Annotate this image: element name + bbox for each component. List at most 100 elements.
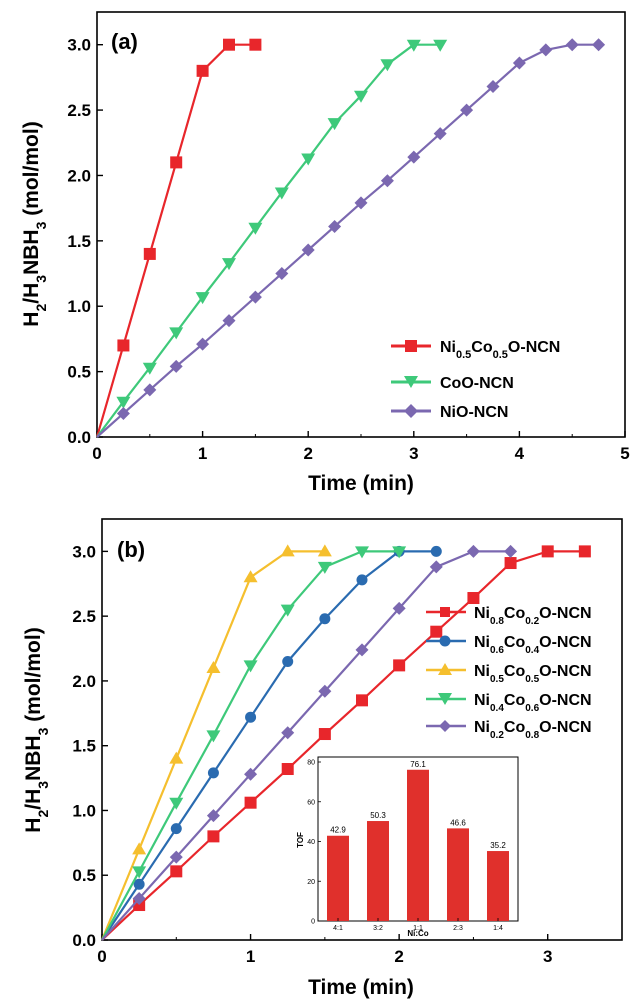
inset-bar — [327, 835, 349, 921]
panel-a-data-point — [301, 153, 316, 166]
panel-b-data-point — [245, 711, 257, 723]
panel-b-ytick-label: 1.5 — [72, 737, 96, 756]
panel-a-series-line — [96, 43, 441, 438]
panel-b-data-point — [319, 613, 331, 625]
panel-b-data-point — [504, 557, 517, 570]
panel-a-data-point — [592, 38, 606, 52]
panel-a-data-point — [169, 359, 183, 373]
panel-b-series-line — [101, 550, 437, 941]
legend-item-b-ni08co02o: Ni0.8Co0.2O-NCN — [426, 605, 592, 627]
inset-xtick-label: 1:4 — [493, 925, 503, 932]
panel-b-ytick-label: 1.0 — [72, 801, 96, 820]
inset-xtick-label: 1:1 — [413, 925, 423, 932]
triangle-down-marker-icon — [438, 693, 452, 705]
inset-bar-label: 42.9 — [330, 826, 346, 835]
panel-a-xtick-label: 4 — [515, 444, 525, 463]
panel-b-data-point — [578, 545, 591, 558]
inset-ytick-label: 20 — [307, 879, 315, 886]
diamond-marker-icon — [404, 404, 418, 418]
panel-a-data-point — [354, 196, 368, 210]
inset-xtick-label: 2:3 — [453, 925, 463, 932]
panel-b-data-point — [467, 592, 480, 605]
square-marker-icon — [405, 340, 417, 352]
panel-b-data-point — [133, 878, 145, 890]
panel-a-data-point — [512, 56, 526, 70]
panel-b-data-point — [132, 842, 147, 855]
inset-xtick-label: 3:2 — [373, 925, 383, 932]
inset-bar — [407, 769, 429, 921]
legend-item-b-ni04co06o: Ni0.4Co0.6O-NCN — [426, 692, 592, 714]
panel-b-data-point — [207, 830, 220, 843]
panel-b-data-point — [318, 728, 331, 741]
panel-a-xtick-label: 1 — [198, 444, 207, 463]
panel-a-data-point — [169, 327, 184, 340]
panel-b-data-point — [504, 544, 518, 558]
panel-a-data-point — [196, 64, 209, 77]
panel-b-data-point — [356, 694, 368, 707]
panel-b-data-point — [318, 684, 332, 698]
panel-b-data-point — [317, 561, 332, 574]
svg-text:Ni0.6Co0.4O-NCN: Ni0.6Co0.4O-NCN — [474, 634, 592, 656]
panel-a-ytick-label: 2.5 — [67, 101, 91, 120]
panel-b-data-point — [206, 730, 221, 743]
panel-b-data-point — [281, 726, 295, 740]
panel-b-data-point — [280, 604, 295, 617]
panel-b: (b) 0.0 0.5 1.0 1.5 2.0 2.5 3.0 0 1 2 3 Time (min)… — [22, 518, 623, 999]
panel-a-data-point — [142, 362, 157, 375]
panel-b-data-point — [281, 763, 294, 776]
panel-b-data-point — [207, 767, 219, 779]
panel-a-series-0 — [95, 38, 262, 438]
panel-a-xtick-label: 0 — [92, 444, 101, 463]
panel-b-xtick-label: 2 — [394, 947, 403, 966]
svg-text:Ni0.2Co0.8O-NCN: Ni0.2Co0.8O-NCN — [474, 719, 592, 741]
panel-a-ytick-label: 0.0 — [67, 428, 91, 447]
legend-item-b-ni02co08o: Ni0.2Co0.8O-NCN — [426, 719, 592, 741]
panel-b-data-point — [282, 655, 294, 667]
panel-a-ytick-label: 3.0 — [67, 36, 91, 55]
panel-a-data-point — [248, 290, 262, 304]
panel-b-data-point — [541, 545, 554, 558]
inset-bar — [447, 828, 469, 921]
inset-ytick-label: 40 — [307, 839, 315, 846]
panel-b-data-point — [243, 570, 258, 583]
panel-b-data-point — [392, 601, 406, 615]
panel-b-data-point — [355, 546, 369, 559]
diamond-marker-icon — [439, 720, 451, 732]
panel-a-series-2 — [96, 38, 606, 438]
panel-b-data-point — [392, 546, 407, 559]
panel-a-label: (a) — [111, 29, 138, 54]
panel-b-series — [100, 544, 591, 941]
panel-b-data-point — [355, 643, 369, 657]
panel-a-ytick-label: 0.5 — [67, 363, 91, 382]
panel-a-xlabel: Time (min) — [308, 472, 414, 495]
svg-text:Ni0.5Co0.5O-NCN: Ni0.5Co0.5O-NCN — [474, 663, 592, 685]
panel-a-data-point — [327, 118, 342, 131]
inset-xtick-label: 4:1 — [333, 925, 343, 932]
panel-a-data-point — [248, 222, 263, 235]
panel-a-data-point — [328, 219, 342, 233]
panel-b-series-3 — [101, 546, 407, 941]
panel-b-data-point — [393, 659, 406, 672]
panel-b-axes: 0.0 0.5 1.0 1.5 2.0 2.5 3.0 0 1 2 3 — [72, 542, 552, 966]
panel-a-data-point — [539, 43, 553, 57]
panel-a-data-point — [223, 38, 235, 51]
panel-a-data-point — [380, 174, 394, 188]
legend-item-a-nio: NiO-NCN — [391, 404, 508, 421]
panel-b-data-point — [430, 545, 442, 557]
panel-a-data-point — [143, 383, 157, 397]
panel-a-data-point — [196, 337, 210, 351]
panel-b-ytick-label: 0.5 — [72, 866, 96, 885]
panel-b-xtick-label: 3 — [543, 947, 552, 966]
panel-b-data-point — [170, 823, 182, 835]
panel-b-ytick-label: 0.0 — [72, 931, 96, 950]
inset-ytick-label: 60 — [307, 799, 315, 806]
inset-xlabel: Ni:Co — [407, 929, 428, 938]
panel-b-series-0 — [101, 545, 591, 941]
panel-a-data-point — [486, 80, 500, 94]
panel-a-data-point — [380, 59, 395, 72]
panel-b-series-line — [101, 550, 585, 941]
legend-item-b-ni05co05o: Ni0.5Co0.5O-NCN — [426, 663, 592, 685]
panel-b-data-point — [169, 850, 183, 864]
